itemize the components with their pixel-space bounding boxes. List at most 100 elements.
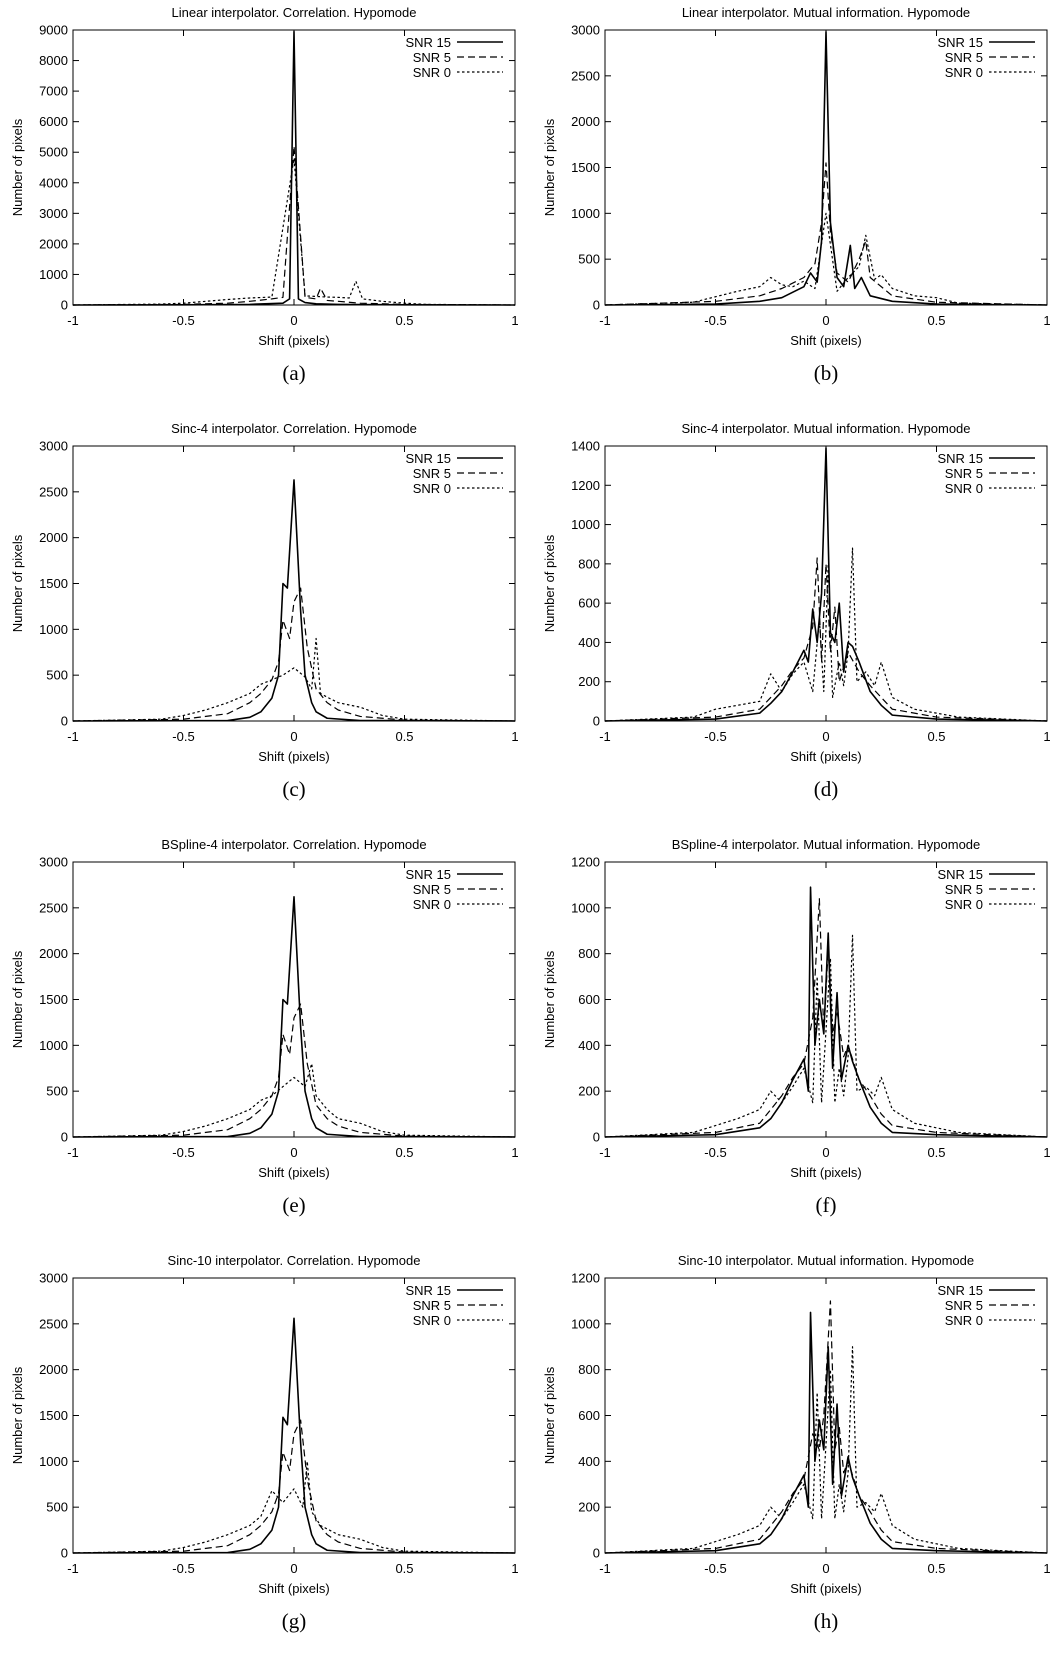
y-tick-label: 500 [578,252,600,267]
y-tick-label: 7000 [39,84,68,99]
series-line-3 [72,1063,516,1138]
y-tick-label: 1000 [39,1454,68,1469]
y-tick-label: 2500 [39,1316,68,1331]
x-tick-label: 0 [822,729,829,744]
legend-label: SNR 0 [945,897,983,912]
series-line-3 [604,1346,1048,1554]
subfigure-caption: (e) [282,1193,305,1217]
legend-label: SNR 0 [413,1313,451,1328]
chart-svg: Sinc-4 interpolator. Mutual information.… [542,421,1051,801]
y-axis-label: Number of pixels [10,1366,25,1464]
y-tick-label: 500 [46,668,68,683]
subfigure-caption: (c) [282,777,305,801]
series-line-2 [72,1419,516,1554]
x-tick-label: 0 [290,729,297,744]
y-tick-label: 1200 [571,478,600,493]
y-tick-label: 0 [593,1546,600,1561]
x-tick-label: 1 [1043,313,1050,328]
y-tick-label: 3000 [39,206,68,221]
series-line-2 [604,898,1048,1138]
x-axis-label: Shift (pixels) [790,749,862,764]
subfigure-caption: (g) [282,1609,307,1633]
y-tick-label: 0 [593,1130,600,1145]
chart-title: Linear interpolator. Mutual information.… [682,5,970,20]
y-tick-label: 800 [578,1362,600,1377]
chart-panel: Linear interpolator. Mutual information.… [532,0,1063,416]
subfigure-caption: (d) [814,777,839,801]
legend-label: SNR 0 [413,481,451,496]
series-line-1 [604,31,1048,306]
chart-panel: Sinc-4 interpolator. Correlation. Hypomo… [0,416,531,832]
x-tick-label: 0 [290,313,297,328]
y-tick-label: 0 [61,1130,68,1145]
y-tick-label: 1000 [39,622,68,637]
chart-title: BSpline-4 interpolator. Mutual informati… [672,837,981,852]
chart-svg: BSpline-4 interpolator. Mutual informati… [542,837,1051,1217]
y-tick-label: 1500 [39,576,68,591]
series-line-1 [72,1317,516,1554]
x-tick-label: 1 [1043,729,1050,744]
y-tick-label: 800 [578,946,600,961]
x-tick-label: 0.5 [395,1561,413,1576]
series-line-1 [72,479,516,722]
legend-label: SNR 15 [405,1283,451,1298]
chart-panel: Sinc-10 interpolator. Correlation. Hypom… [0,1248,531,1664]
chart-panel: Sinc-4 interpolator. Mutual information.… [532,416,1063,832]
y-tick-label: 0 [61,298,68,313]
chart-panel: Linear interpolator. Correlation. Hypomo… [0,0,531,416]
x-tick-label: -1 [67,313,79,328]
y-tick-label: 1200 [571,855,600,870]
x-tick-label: -0.5 [172,313,194,328]
legend-label: SNR 0 [413,897,451,912]
chart-title: Sinc-10 interpolator. Mutual information… [678,1253,974,1268]
chart-title: Linear interpolator. Correlation. Hypomo… [172,5,417,20]
series-line-2 [604,557,1048,722]
y-axis-label: Number of pixels [10,950,25,1048]
y-tick-label: 500 [46,1084,68,1099]
legend-label: SNR 5 [413,466,451,481]
y-tick-label: 400 [578,635,600,650]
y-tick-label: 600 [578,1408,600,1423]
y-tick-label: 200 [578,674,600,689]
y-tick-label: 1500 [39,1408,68,1423]
y-tick-label: 0 [61,1546,68,1561]
chart-svg: BSpline-4 interpolator. Correlation. Hyp… [10,837,519,1217]
y-tick-label: 3000 [39,855,68,870]
x-tick-label: 0.5 [927,313,945,328]
chart-svg: Linear interpolator. Correlation. Hypomo… [10,5,519,385]
y-tick-label: 1000 [39,1038,68,1053]
x-tick-label: 0.5 [927,729,945,744]
y-axis-label: Number of pixels [542,1366,557,1464]
x-tick-label: -1 [67,1561,79,1576]
y-tick-label: 1000 [571,1316,600,1331]
y-tick-label: 1400 [571,439,600,454]
x-tick-label: -0.5 [172,1561,194,1576]
x-tick-label: -1 [599,1145,611,1160]
y-axis-label: Number of pixels [10,534,25,632]
y-tick-label: 1000 [571,206,600,221]
y-tick-label: 600 [578,596,600,611]
x-tick-label: 0.5 [927,1561,945,1576]
subfigure-caption: (f) [816,1193,837,1217]
legend-label: SNR 15 [937,867,983,882]
legend-label: SNR 15 [405,451,451,466]
x-tick-label: 0 [822,1145,829,1160]
legend-label: SNR 0 [945,1313,983,1328]
y-tick-label: 2000 [39,530,68,545]
series-line-3 [604,934,1048,1138]
y-tick-label: 500 [46,1500,68,1515]
series-line-1 [604,1311,1048,1554]
series-line-2 [72,587,516,722]
legend-label: SNR 0 [413,65,451,80]
y-tick-label: 1500 [39,992,68,1007]
x-axis-label: Shift (pixels) [258,1165,330,1180]
legend-label: SNR 15 [405,867,451,882]
y-axis-label: Number of pixels [10,118,25,216]
x-tick-label: 1 [1043,1145,1050,1160]
x-tick-label: -1 [67,1145,79,1160]
y-tick-label: 3000 [39,1271,68,1286]
x-tick-label: -0.5 [704,313,726,328]
x-axis-label: Shift (pixels) [790,1165,862,1180]
y-tick-label: 400 [578,1038,600,1053]
